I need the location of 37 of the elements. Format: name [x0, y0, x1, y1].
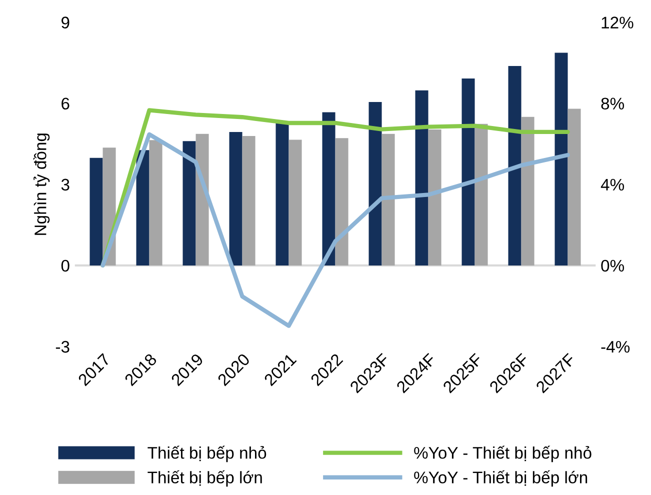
bar	[288, 140, 302, 266]
bar	[196, 134, 209, 266]
bar	[229, 132, 242, 266]
legend-label: %YoY - Thiết bị bếp nhỏ	[414, 446, 592, 462]
y-tick-label: 0	[61, 260, 70, 272]
y2-tick-label: 12%	[602, 16, 634, 28]
legend-label: Thiết bị bếp nhỏ	[148, 446, 266, 462]
y2-tick-label: -4%	[601, 340, 630, 353]
bar	[508, 66, 522, 266]
bar	[568, 108, 581, 266]
y2-tick-label: 4%	[600, 178, 624, 191]
bar	[136, 150, 150, 266]
bar	[182, 141, 196, 266]
bar	[462, 78, 475, 266]
bar	[368, 102, 382, 266]
bar	[90, 158, 103, 266]
legend-label: Thiết bị bếp lớn	[148, 470, 262, 487]
line-series	[100, 132, 570, 328]
bar	[521, 116, 534, 266]
y-tick-label: 6	[62, 98, 70, 110]
y2-tick-label: 8%	[601, 98, 624, 110]
bar	[276, 123, 289, 266]
bar	[242, 136, 256, 266]
y-tick-label: -3	[56, 340, 70, 353]
bar	[335, 138, 348, 266]
bar	[322, 112, 336, 266]
bar	[149, 140, 162, 266]
bar	[554, 52, 568, 266]
legend-label: %YoY - Thiết bị bếp lớn	[414, 470, 588, 487]
bar	[415, 90, 428, 266]
y-axis-title: Nghìn tỷ đồng	[33, 134, 50, 235]
y-tick-label: 9	[62, 16, 70, 28]
bar	[382, 134, 395, 266]
y-tick-label: 3	[61, 178, 70, 191]
bar	[474, 124, 488, 266]
y2-tick-label: 0%	[601, 260, 624, 272]
bar	[428, 130, 442, 266]
